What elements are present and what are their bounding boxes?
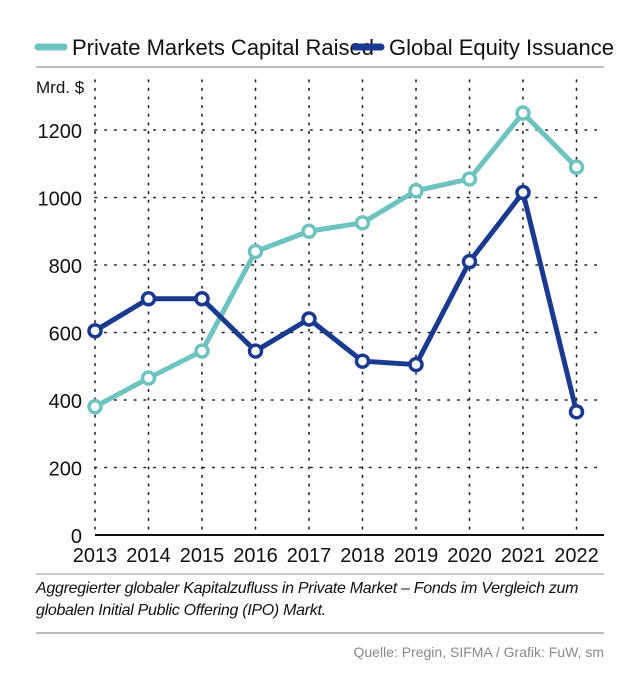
- legend: Private Markets Capital Raised Global Equ…: [34, 35, 614, 60]
- data-point-s1-2013: [87, 399, 103, 415]
- data-point-s2-2017: [301, 311, 317, 327]
- x-tick-label-2022: 2022: [554, 545, 599, 567]
- data-point-s2-2014: [140, 291, 157, 307]
- y-tick-label-800: 800: [49, 256, 82, 278]
- x-tick-label-2013: 2013: [73, 545, 118, 567]
- data-point-s2-2018: [354, 353, 371, 369]
- data-point-s2-2022: [568, 404, 585, 420]
- data-point-s1-2022: [568, 159, 585, 175]
- y-axis-ticks: 0 200 400 600 800 1000 1200: [38, 121, 83, 548]
- series-line-2: [92, 189, 579, 415]
- series-lines: [87, 105, 585, 420]
- x-axis-ticks: 2013 2014 2015 2016 2017 2018 2019 2020 2021 2022: [73, 545, 599, 567]
- legend-label-1: Private Markets Capital Raised: [72, 35, 374, 60]
- data-point-s1-2020: [461, 171, 478, 187]
- data-point-s1-2014: [140, 370, 157, 386]
- data-point-s1-2021: [515, 105, 531, 121]
- x-tick-label-2014: 2014: [126, 545, 171, 567]
- data-point-s2-2015: [194, 291, 210, 307]
- y-tick-label-200: 200: [49, 459, 82, 481]
- y-tick-label-400: 400: [49, 391, 82, 413]
- y-tick-label-600: 600: [49, 324, 82, 346]
- chart-source: Quelle: Pregin, SIFMA / Grafik: FuW, sm: [353, 644, 604, 660]
- y-tick-label-1200: 1200: [38, 121, 83, 143]
- data-point-s2-2016: [247, 343, 264, 359]
- y-axis-unit-label: Mrd. $: [36, 78, 85, 97]
- data-point-s2-2013: [87, 323, 103, 339]
- x-tick-label-2017: 2017: [287, 545, 332, 567]
- data-point-s2-2020: [461, 253, 478, 270]
- gridlines: [94, 79, 605, 536]
- x-tick-label-2020: 2020: [447, 545, 492, 567]
- y-tick-label-1000: 1000: [38, 189, 83, 211]
- data-point-s1-2015: [194, 343, 210, 359]
- data-point-s1-2016: [247, 243, 264, 260]
- data-point-s2-2021: [515, 184, 531, 201]
- series-line-1: [92, 110, 579, 410]
- data-point-s1-2019: [408, 183, 424, 199]
- data-point-s2-2019: [408, 356, 424, 373]
- chart-caption: Aggregierter globaler Kapitalzufluss in …: [36, 580, 579, 619]
- x-tick-label-2019: 2019: [394, 545, 439, 567]
- legend-label-2: Global Equity Issuance: [389, 35, 614, 60]
- x-tick-label-2015: 2015: [180, 545, 225, 567]
- data-point-s1-2017: [301, 223, 317, 239]
- x-tick-label-2021: 2021: [501, 545, 546, 567]
- x-tick-label-2016: 2016: [233, 545, 278, 567]
- y-tick-label-0: 0: [71, 526, 82, 548]
- x-tick-label-2018: 2018: [340, 545, 385, 567]
- data-point-s1-2018: [354, 215, 371, 231]
